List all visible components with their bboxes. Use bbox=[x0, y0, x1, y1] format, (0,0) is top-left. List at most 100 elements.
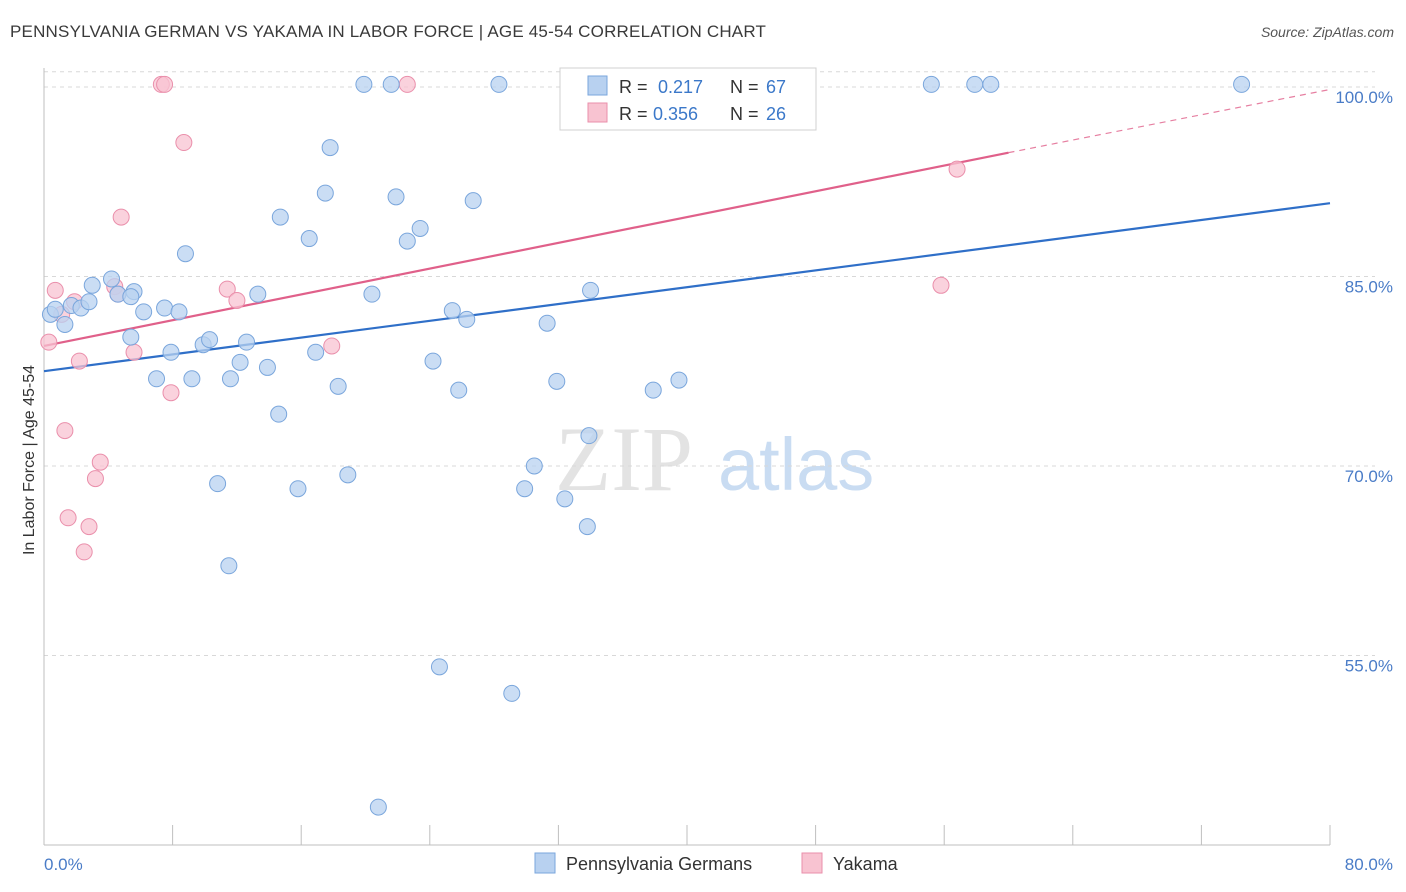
pennsylvania-german-point bbox=[316, 184, 334, 202]
yakama-point bbox=[175, 134, 193, 152]
bottom-legend-swatch-blue bbox=[534, 852, 556, 874]
yakama-point bbox=[218, 280, 236, 298]
pennsylvania-german-point bbox=[363, 285, 381, 303]
y-tick-label: 70.0% bbox=[1345, 467, 1393, 486]
pennsylvania-german-point bbox=[220, 557, 238, 575]
pennsylvania-german-point bbox=[258, 358, 276, 376]
pennsylvania-german-point bbox=[538, 314, 556, 332]
pennsylvania-german-point bbox=[578, 518, 596, 536]
yakama-point bbox=[70, 352, 88, 370]
pennsylvania-german-point bbox=[170, 303, 188, 321]
legend-r-value: 0.217 bbox=[658, 77, 703, 97]
legend-swatch-blue bbox=[587, 75, 608, 96]
x-tick-label-max: 80.0% bbox=[1345, 855, 1393, 874]
pennsylvania-german-point bbox=[46, 300, 64, 318]
yakama-point bbox=[228, 291, 246, 309]
pennsylvania-german-point bbox=[464, 192, 482, 210]
yakama-point bbox=[156, 75, 174, 93]
pennsylvania-german-point bbox=[556, 490, 574, 508]
yakama-point bbox=[398, 75, 416, 93]
pennsylvania-german-point bbox=[382, 75, 400, 93]
pennsylvania-german-point bbox=[458, 310, 476, 328]
pennsylvania-german-point bbox=[548, 372, 566, 390]
legend-swatch-pink bbox=[587, 102, 608, 123]
pennsylvania-german-point bbox=[249, 285, 267, 303]
pennsylvania-german-point bbox=[670, 371, 688, 389]
pennsylvania-german-point bbox=[176, 245, 194, 263]
pennsylvania-german-point bbox=[582, 281, 600, 299]
yakama-point bbox=[112, 208, 130, 226]
pennsylvania-german-point bbox=[83, 276, 101, 294]
pennsylvania-german-point bbox=[300, 230, 318, 248]
pennsylvania-german-point bbox=[321, 139, 339, 157]
pennsylvania-german-point bbox=[122, 288, 140, 306]
pennsylvania-german-point bbox=[398, 232, 416, 250]
watermark-atlas: atlas bbox=[718, 423, 874, 506]
pennsylvania-german-point bbox=[424, 352, 442, 370]
legend-n-label: N = bbox=[730, 77, 759, 97]
legend-r-label: R = bbox=[619, 77, 648, 97]
yakama-trend-line bbox=[43, 151, 1009, 348]
pennsylvania-german-point bbox=[580, 427, 598, 445]
legend-n-label: N = bbox=[730, 104, 759, 124]
yakama-point bbox=[948, 160, 966, 178]
pennsylvania-german-point bbox=[411, 219, 429, 237]
pennsylvania-german-point bbox=[490, 75, 508, 93]
pennsylvania-german-point bbox=[443, 302, 461, 320]
yakama-point bbox=[91, 453, 109, 471]
pennsylvania-german-point bbox=[80, 293, 98, 311]
pennsylvania-german-point bbox=[231, 353, 249, 371]
series-legend: Pennsylvania Germans Yakama bbox=[534, 852, 899, 874]
pennsylvania-german-point bbox=[148, 370, 166, 388]
pennsylvania-german-point bbox=[503, 684, 521, 702]
y-tick-label: 85.0% bbox=[1345, 277, 1393, 296]
pennsylvania-german-point bbox=[162, 343, 180, 361]
pennsylvania-german-point bbox=[221, 370, 239, 388]
watermark-zip: ZIP bbox=[555, 408, 693, 510]
yakama-point bbox=[75, 543, 93, 561]
pennsylvania-german-point bbox=[982, 75, 1000, 93]
pennsylvania-german-point bbox=[135, 303, 153, 321]
bottom-legend-swatch-pink bbox=[801, 852, 823, 874]
yakama-point bbox=[59, 509, 77, 527]
x-tick-label-min: 0.0% bbox=[44, 855, 83, 874]
pennsylvania-german-point bbox=[450, 381, 468, 399]
bottom-legend-label-yakama: Yakama bbox=[833, 854, 899, 874]
tick-labels: 55.0% 70.0% 85.0% 100.0% 0.0% 80.0% bbox=[44, 88, 1393, 874]
yakama-trend-extension bbox=[1008, 88, 1331, 154]
y-tick-label: 55.0% bbox=[1345, 656, 1393, 675]
legend-n-value: 26 bbox=[766, 104, 786, 124]
pennsylvania-german-point bbox=[966, 75, 984, 93]
source-credit: Source: ZipAtlas.com bbox=[1260, 24, 1394, 40]
pennsylvania-german-point bbox=[270, 405, 288, 423]
yakama-point bbox=[46, 281, 64, 299]
yakama-point bbox=[162, 384, 180, 402]
pennsylvania-german-point bbox=[209, 475, 227, 493]
correlation-legend: R = 0.217 N = 67 R = 0.356 N = 26 bbox=[559, 67, 817, 131]
legend-r-value: 0.356 bbox=[653, 104, 698, 124]
pennsylvania-german-point bbox=[289, 480, 307, 498]
yakama-point bbox=[56, 422, 74, 440]
y-axis-label: In Labor Force | Age 45-54 bbox=[21, 365, 38, 555]
yakama-point bbox=[323, 337, 341, 355]
yakama-point bbox=[80, 518, 98, 536]
pennsylvania-german-point bbox=[103, 270, 121, 288]
pennsylvania-german-point bbox=[339, 466, 357, 484]
pennsylvania-german-point bbox=[355, 75, 373, 93]
yakama-point bbox=[40, 333, 58, 351]
yakama-point bbox=[932, 276, 950, 294]
yakama-points bbox=[40, 75, 966, 561]
pennsylvania-german-point bbox=[56, 315, 74, 333]
chart-title: PENNSYLVANIA GERMAN VS YAKAMA IN LABOR F… bbox=[10, 22, 767, 41]
y-tick-label: 100.0% bbox=[1335, 88, 1393, 107]
axes bbox=[43, 68, 1331, 846]
pennsylvania-german-point bbox=[430, 658, 448, 676]
pennsylvania-german-point bbox=[307, 343, 325, 361]
trend-lines bbox=[43, 88, 1331, 373]
legend-r-label: R = bbox=[619, 104, 648, 124]
pennsylvania-german-point bbox=[156, 299, 174, 317]
pennsylvania-german-point bbox=[1233, 75, 1251, 93]
bottom-legend-label-pennsylvania-germans: Pennsylvania Germans bbox=[566, 854, 752, 874]
yakama-point bbox=[86, 470, 104, 488]
